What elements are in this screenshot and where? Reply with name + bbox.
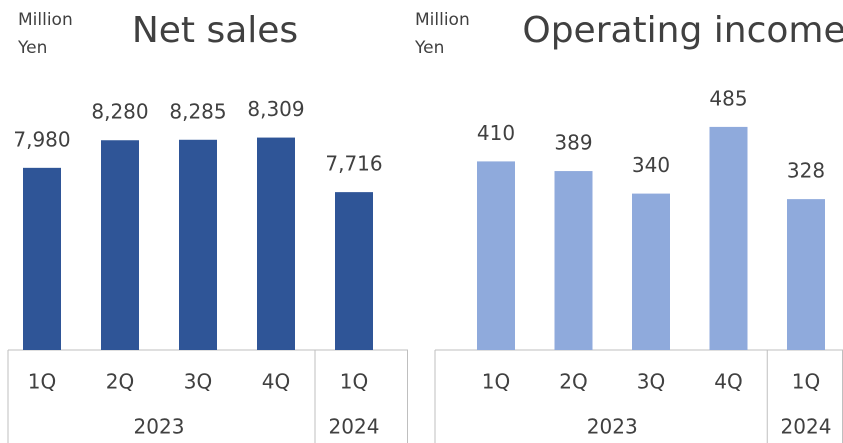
data-label: 328 [787, 159, 825, 183]
bar [101, 140, 139, 350]
x-tick-label: 2Q [106, 370, 134, 394]
data-label: 8,285 [169, 99, 226, 123]
data-label: 340 [632, 153, 670, 177]
bar [554, 171, 593, 350]
data-label: 7,980 [13, 127, 70, 151]
bar [632, 193, 670, 350]
x-tick-label: 3Q [184, 370, 212, 394]
chart-title: Operating income [522, 10, 843, 51]
bar [477, 161, 515, 350]
bar [787, 199, 825, 350]
data-label: 485 [709, 86, 747, 110]
x-tick-label: 2Q [559, 370, 587, 394]
unit-label: Million Yen [415, 10, 470, 58]
data-label: 389 [554, 131, 592, 155]
x-tick-label: 3Q [637, 370, 665, 394]
x-group-label: 2023 [134, 415, 185, 439]
bar [179, 139, 217, 350]
x-tick-label: 1Q [792, 370, 820, 394]
bar [257, 137, 295, 350]
unit-label: Million Yen [18, 10, 73, 58]
x-tick-label: 4Q [262, 370, 290, 394]
data-label: 7,716 [325, 152, 382, 176]
bar [335, 192, 373, 350]
data-label: 8,309 [247, 97, 304, 121]
x-group-label: 2023 [587, 415, 638, 439]
x-group-label: 2024 [781, 415, 832, 439]
x-tick-label: 1Q [482, 370, 510, 394]
bar [23, 167, 61, 350]
x-tick-label: 1Q [28, 370, 56, 394]
x-tick-label: 4Q [714, 370, 742, 394]
data-label: 8,280 [91, 100, 148, 124]
chart-title: Net sales [132, 10, 298, 51]
x-group-label: 2024 [329, 415, 380, 439]
x-tick-label: 1Q [340, 370, 368, 394]
bar [709, 126, 748, 351]
data-label: 410 [477, 121, 515, 145]
